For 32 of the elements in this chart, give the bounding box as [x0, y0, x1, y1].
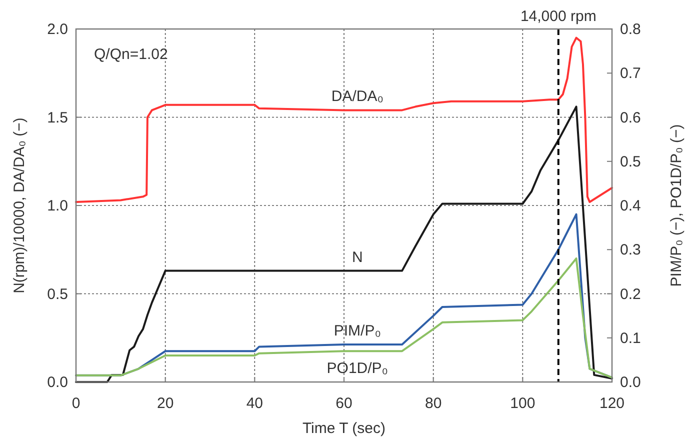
- y2-tick-label: 0.3: [620, 242, 641, 259]
- y2-tick-label: 0.6: [620, 109, 641, 126]
- y2-tick-label: 0.4: [620, 198, 641, 214]
- y-tick-label: 2.0: [47, 21, 68, 38]
- y2-tick-label: 0.0: [620, 374, 641, 391]
- y2-tick-label: 0.1: [620, 330, 641, 347]
- line-series: [75, 106, 613, 383]
- x-tick-label: 20: [156, 395, 174, 412]
- y2-tick-label: 0.8: [620, 21, 641, 38]
- series-label: N: [352, 248, 363, 266]
- y-tick-label: 0.0: [47, 374, 68, 391]
- series-label: DA/DA₀: [331, 88, 384, 106]
- x-tick-label: 80: [424, 395, 442, 412]
- x-tick-label: 100: [510, 395, 536, 412]
- y2-tick-label: 0.5: [620, 153, 641, 170]
- annotation: Q/Qn=1.02: [94, 46, 168, 63]
- y-tick-label: 1.5: [47, 109, 68, 126]
- y-axis-title: N(rpm)/10000, DA/DA₀ (−): [11, 118, 28, 294]
- series-label: PO1D/P₀: [326, 360, 388, 378]
- ref-line-label: 14,000 rpm: [520, 8, 596, 25]
- line-series: [75, 36, 613, 203]
- y2-tick-label: 0.7: [620, 65, 641, 82]
- x-tick-label: 0: [72, 395, 80, 412]
- x-tick-label: 60: [336, 395, 352, 412]
- y2-axis-title: PIM/P₀ (−), PO1D/P₀ (−): [668, 124, 685, 287]
- series-label: PIM/P₀: [334, 322, 381, 340]
- x-tick-label: 40: [246, 395, 264, 412]
- x-tick-label: 120: [599, 395, 625, 412]
- y-tick-label: 0.5: [47, 286, 68, 303]
- y2-tick-label: 0.2: [620, 286, 641, 303]
- x-axis-title: Time T (sec): [302, 420, 386, 437]
- y-tick-label: 1.0: [47, 198, 68, 214]
